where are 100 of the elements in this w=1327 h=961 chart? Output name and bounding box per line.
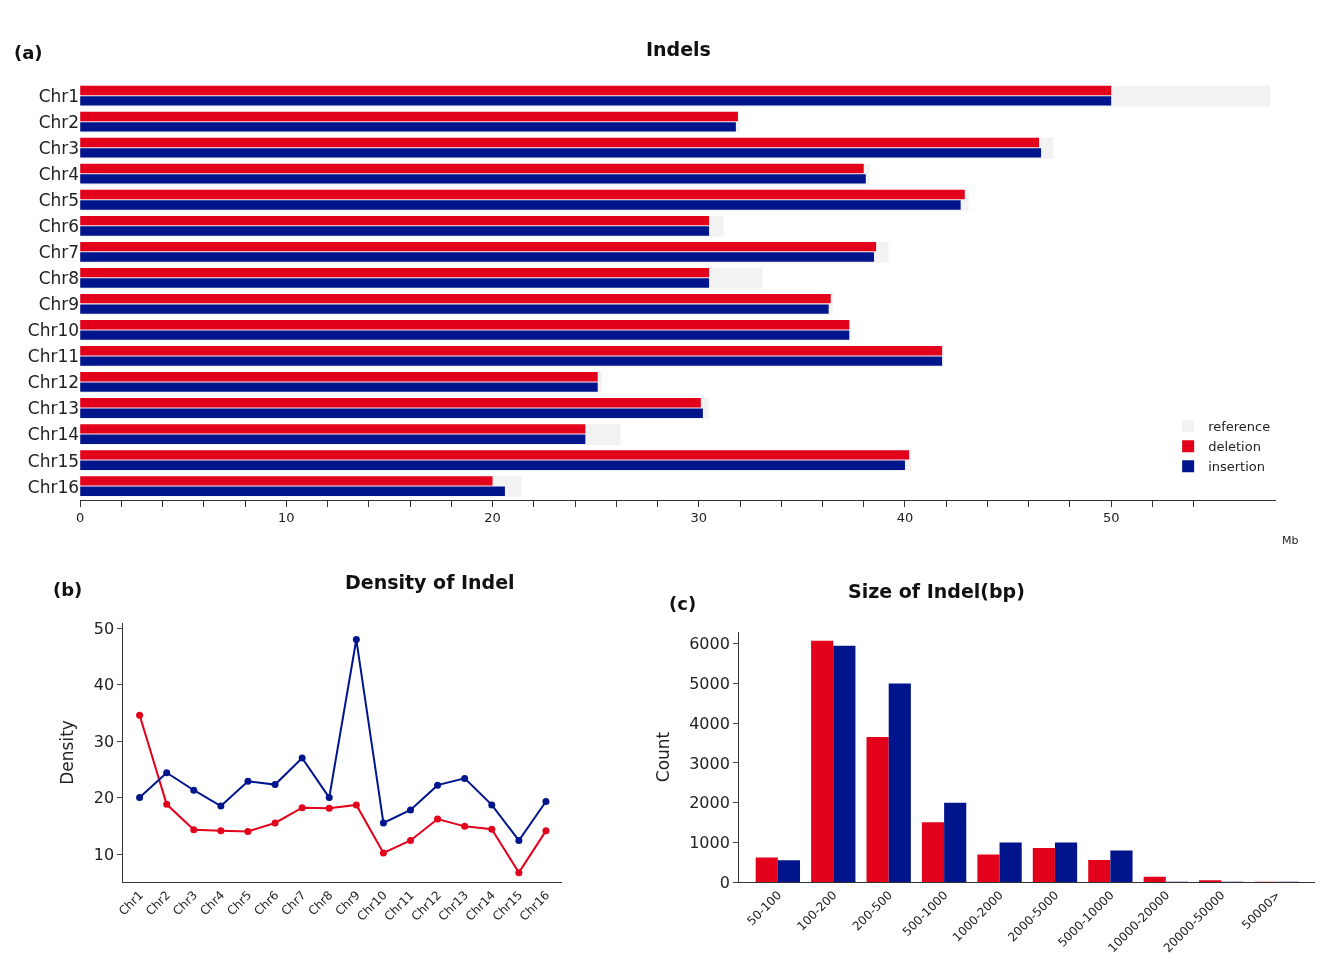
bar — [80, 96, 1112, 106]
bar — [80, 163, 864, 174]
y-tick-label: 2000 — [689, 793, 730, 813]
text: (b) — [53, 579, 83, 600]
y-tick-label: 6000 — [689, 634, 730, 654]
y-tick-label: Chr9 — [38, 294, 80, 315]
bar — [80, 460, 905, 470]
bar — [80, 486, 505, 496]
y-tick-label: Chr2 — [38, 112, 80, 133]
point — [434, 781, 442, 789]
bar — [80, 174, 866, 184]
y-tick-label: Chr8 — [38, 268, 80, 289]
bar — [80, 267, 710, 278]
y-tick-label: 4000 — [689, 713, 730, 733]
text: (a) — [14, 42, 43, 63]
y-tick-label: 30 — [93, 731, 115, 751]
bar — [80, 320, 850, 330]
bar — [80, 408, 703, 418]
point — [163, 769, 171, 777]
bar — [80, 122, 736, 132]
x-axis-title: Mb — [1282, 534, 1299, 547]
point — [325, 804, 333, 812]
y-tick-label: 50 — [93, 618, 115, 638]
y-tick-label: Chr11 — [27, 346, 80, 367]
legend-label: insertion — [1208, 459, 1266, 475]
bar — [80, 189, 965, 200]
point — [271, 781, 279, 789]
bar — [866, 737, 889, 883]
point — [352, 801, 360, 809]
point — [190, 786, 198, 794]
bar — [80, 372, 598, 382]
bar — [80, 434, 586, 444]
y-tick-label: Chr12 — [27, 372, 80, 393]
y-tick-label: Chr15 — [27, 450, 80, 471]
y-tick-label: Chr6 — [38, 216, 80, 237]
point — [515, 836, 523, 844]
point — [407, 806, 414, 814]
bar — [80, 424, 586, 434]
point — [136, 711, 144, 719]
y-tick-label: 1000 — [689, 833, 730, 853]
bar — [80, 200, 961, 210]
point — [379, 849, 387, 857]
bar — [80, 398, 701, 408]
bar — [80, 476, 493, 486]
bar — [80, 304, 829, 314]
text: (c) — [669, 593, 697, 614]
point — [379, 819, 387, 827]
y-axis-title: Count — [652, 731, 673, 783]
bar — [833, 645, 856, 883]
point — [325, 794, 333, 802]
point — [190, 826, 198, 834]
bar — [888, 683, 911, 883]
y-tick-label: 0 — [719, 872, 730, 892]
bar — [80, 346, 943, 356]
point — [461, 774, 469, 782]
bar — [80, 137, 1040, 148]
point — [542, 827, 550, 835]
point — [244, 827, 252, 835]
y-tick-label: Chr7 — [38, 242, 80, 263]
chart-title: Size of Indel(bp) — [848, 580, 1025, 602]
bar — [1054, 842, 1078, 883]
legend-label: reference — [1208, 419, 1271, 435]
x-tick-label: 20 — [484, 510, 501, 526]
point — [434, 815, 442, 823]
bar — [777, 860, 801, 883]
point — [271, 819, 279, 827]
point — [515, 869, 523, 877]
point — [461, 822, 469, 830]
bar — [1032, 848, 1055, 883]
bar — [80, 356, 943, 366]
y-tick-label: 20 — [93, 788, 115, 808]
point — [488, 825, 496, 833]
bar — [80, 226, 710, 236]
bar — [999, 842, 1022, 883]
point — [298, 754, 306, 762]
y-tick-label: Chr1 — [38, 86, 80, 107]
bar — [921, 822, 945, 883]
y-tick-label: 5000 — [689, 674, 730, 694]
x-tick-label: 10 — [278, 510, 295, 526]
point — [407, 836, 414, 844]
bar — [977, 854, 1000, 883]
bar — [1110, 850, 1133, 883]
point — [136, 794, 144, 802]
point — [542, 798, 550, 806]
bar — [80, 330, 850, 340]
y-tick-label: Chr10 — [27, 320, 80, 341]
bar — [80, 111, 738, 122]
y-tick-label: Chr3 — [38, 138, 80, 159]
point — [352, 636, 360, 644]
bar — [80, 382, 598, 392]
y-tick-label: 3000 — [689, 753, 730, 773]
bar — [80, 293, 831, 304]
y-tick-label: Chr14 — [27, 424, 80, 445]
y-tick-label: Chr16 — [27, 476, 80, 497]
x-tick-label: 50 — [1102, 510, 1120, 526]
point — [298, 804, 306, 812]
point — [244, 777, 252, 785]
point — [217, 802, 225, 810]
chart-title: Density of Indel — [345, 571, 515, 593]
bar — [80, 278, 710, 288]
